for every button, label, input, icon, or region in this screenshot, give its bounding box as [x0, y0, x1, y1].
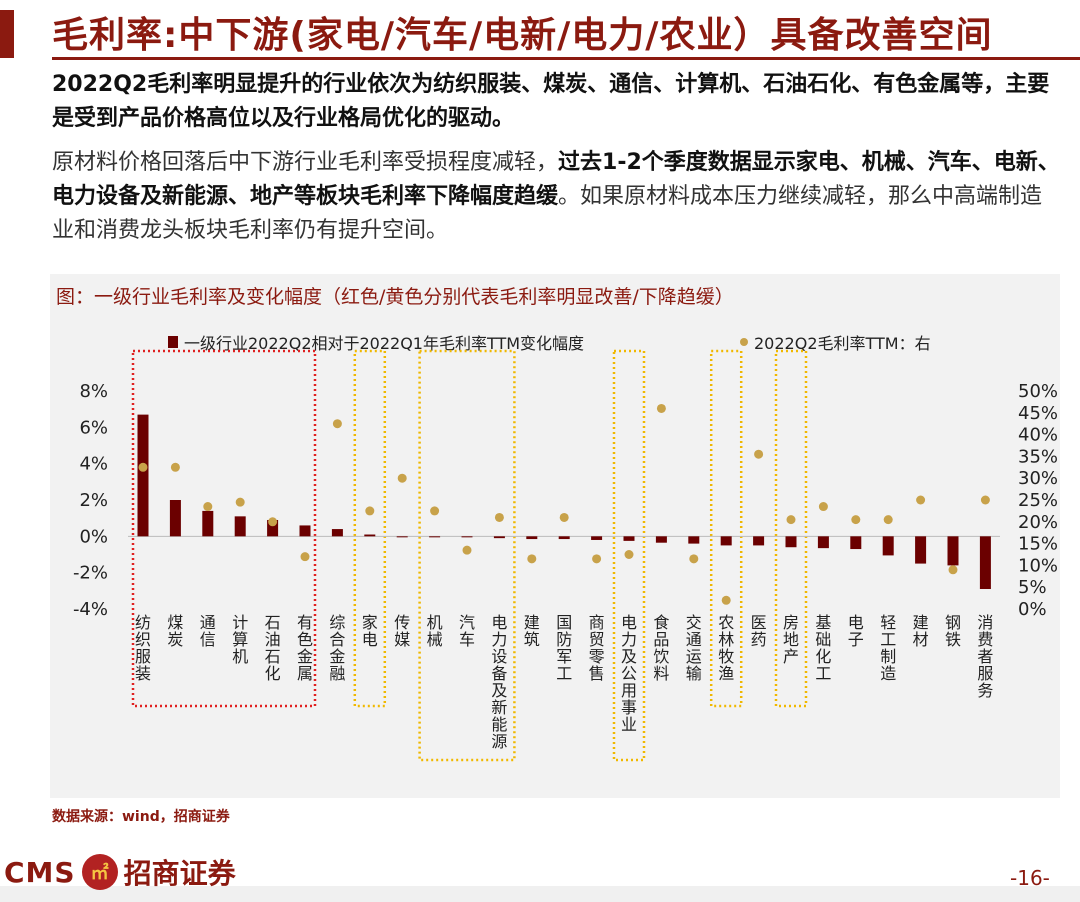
summary-paragraph-1: 2022Q2毛利率明显提升的行业依次为纺织服装、煤炭、通信、计算机、石油石化、有… [52, 72, 1050, 131]
cms-emblem-icon: ㎡ [81, 854, 118, 890]
legend-dot-series: 2022Q2毛利率TTM：右 [740, 330, 931, 354]
para2-conclusion: 。如果原材料成本压力继续减轻，那么中高端制造业和消费龙头板块毛利率仍有提升空间。 [52, 184, 1043, 243]
company-logo: CMS ㎡ 招商证券 [4, 852, 236, 892]
summary-paragraph-2: 原材料价格回落后中下游行业毛利率受损程度减轻，过去1-2个季度数据显示家电、机械… [52, 146, 1062, 248]
para2-highlight: 过去1-2个季度数据显示家电、机械、汽车、电新、电力设备及新能源、地产等板块毛利… [52, 150, 1060, 209]
para2-intro: 原材料价格回落后中下游行业毛利率受损程度减轻， [52, 150, 559, 175]
legend-bar-swatch [168, 336, 178, 348]
legend-dot-swatch [740, 338, 748, 346]
page-number: -16- [1010, 866, 1050, 890]
source-note: 数据来源：wind，招商证券 [52, 809, 230, 825]
footer-band [0, 886, 1080, 902]
legend-dot-label: 2022Q2毛利率TTM：右 [754, 334, 931, 353]
title-divider [52, 57, 1080, 60]
legend-bar-series: 一级行业2022Q2相对于2022Q1年毛利率TTM变化幅度 [168, 330, 584, 354]
legend-bar-label: 一级行业2022Q2相对于2022Q1年毛利率TTM变化幅度 [184, 334, 585, 353]
page-title: 毛利率:中下游(家电/汽车/电新/电力/农业）具备改善空间 [52, 15, 993, 56]
logo-chinese: 招商证券 [123, 857, 236, 890]
chart-title: 图：一级行业毛利率及变化幅度（红色/黄色分别代表毛利率明显改善/下降趋缓） [56, 286, 734, 308]
title-accent-block [0, 10, 14, 58]
logo-latin: CMS [4, 855, 76, 889]
